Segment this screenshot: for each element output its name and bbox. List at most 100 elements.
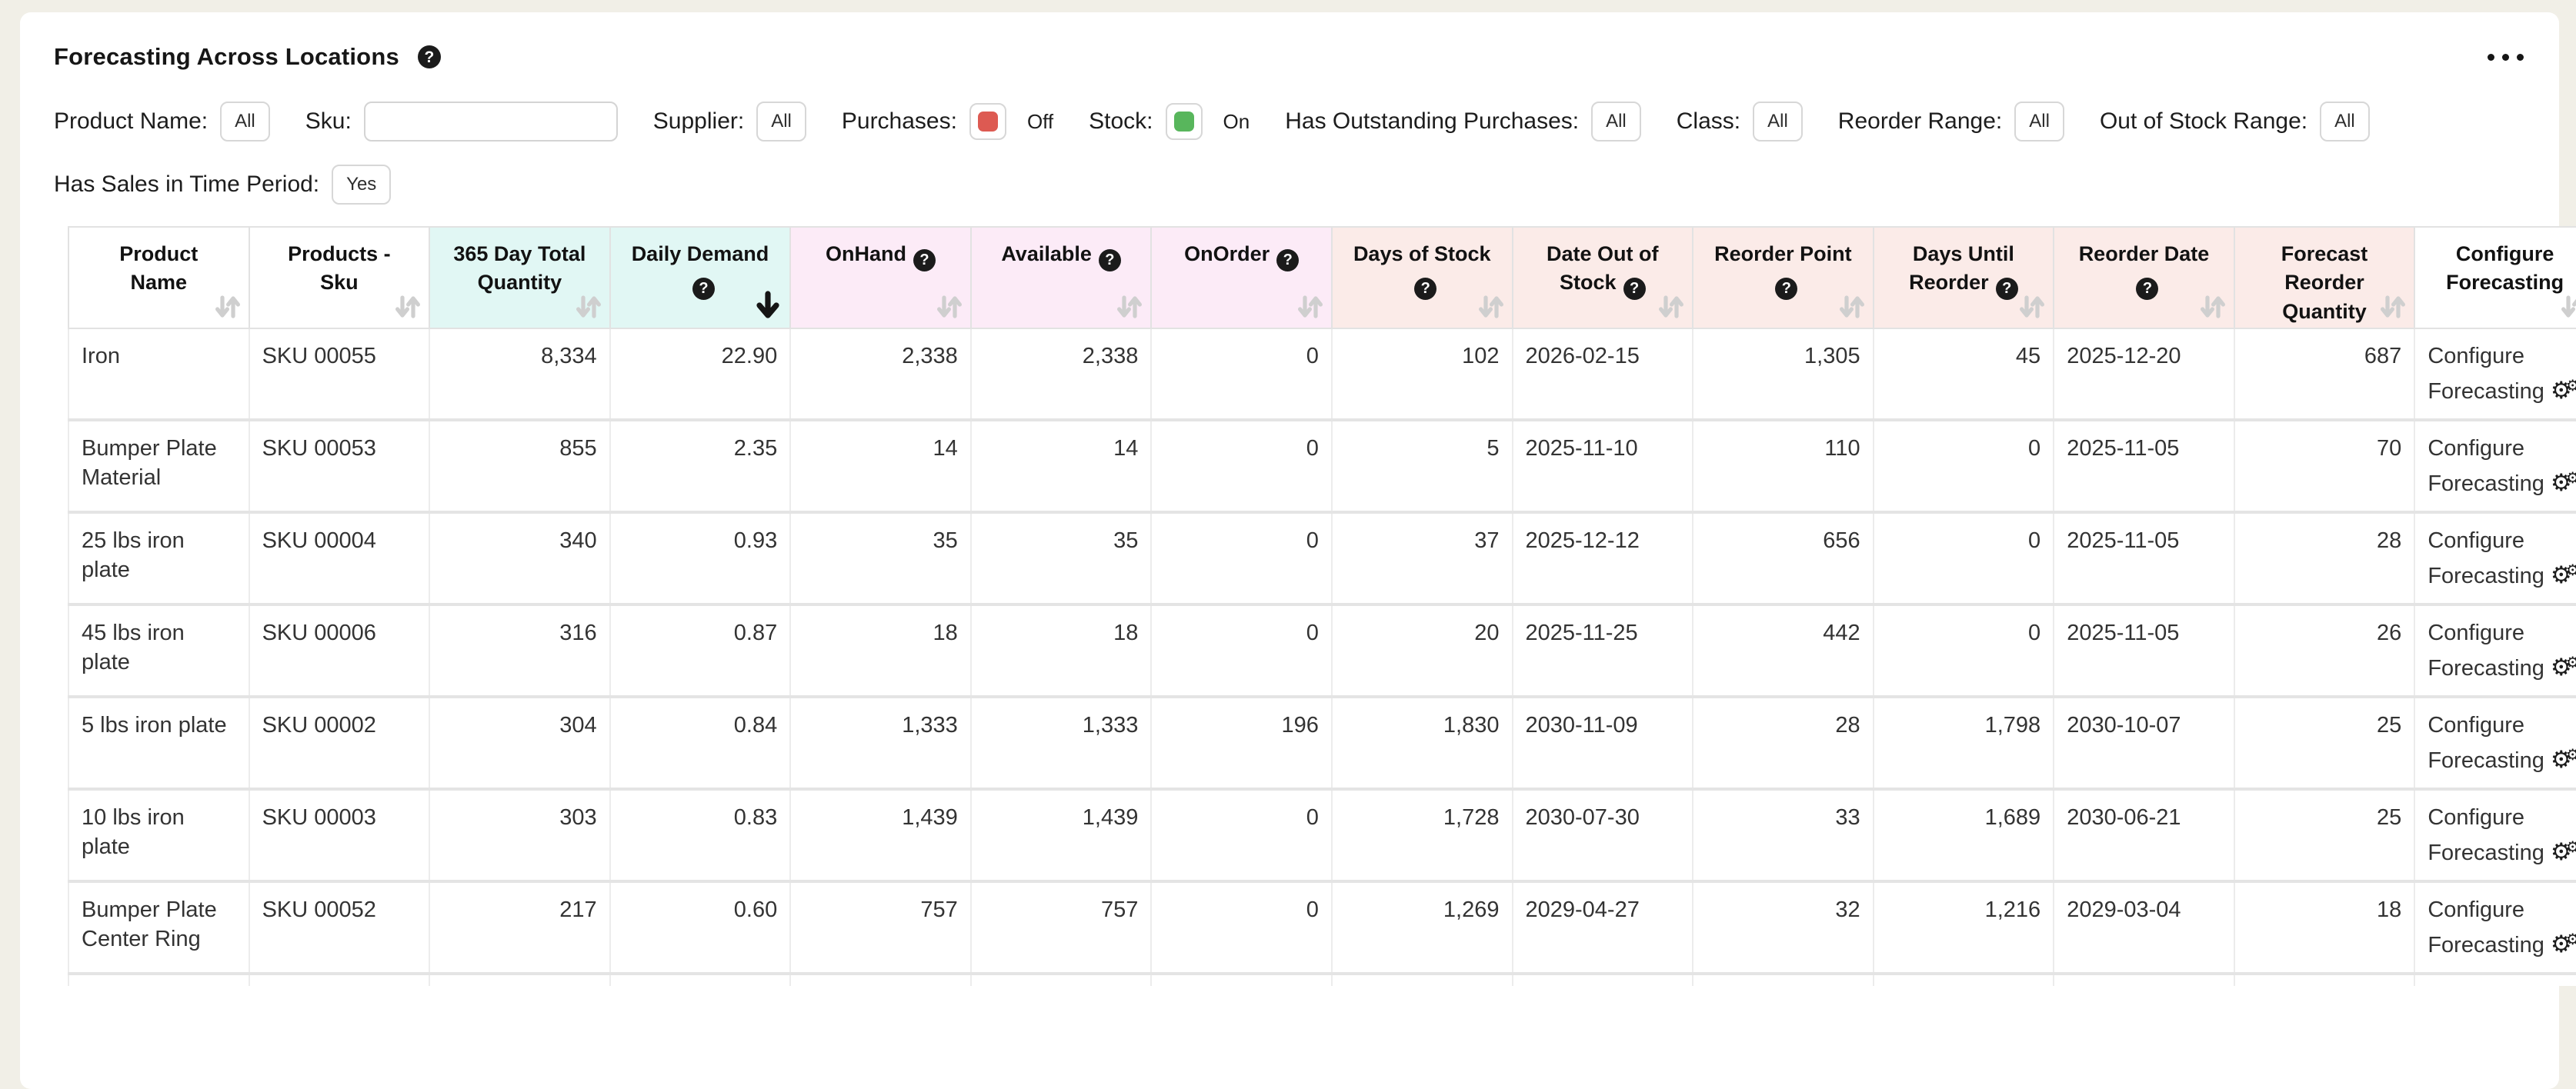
column-header-available[interactable]: Available?	[969, 226, 1153, 329]
configure-forecasting-link[interactable]: Configure Forecasting ⚙⚙	[2428, 805, 2576, 866]
column-header-daily-demand[interactable]: Daily Demand?	[609, 226, 792, 329]
filter-sku-label: Sku:	[305, 108, 352, 134]
sort-icon	[576, 295, 601, 318]
cell-daily-demand: 0.84	[609, 697, 792, 791]
cell-reorder-point: 28	[1693, 697, 1874, 791]
gears-icon: ⚙⚙	[2550, 930, 2576, 958]
card-header: Forecasting Across Locations ?	[54, 43, 2525, 71]
sort-icon	[1478, 295, 1503, 318]
filter-purchases-swatch	[977, 112, 998, 132]
help-icon[interactable]: ?	[1995, 277, 2018, 300]
configure-forecasting-link[interactable]: Configure Forecasting ⚙⚙	[2428, 898, 2576, 958]
cell-forecast-reorder-quantity: 25	[2234, 697, 2416, 791]
cell-empty	[1873, 974, 2055, 986]
column-label: Date Out of Stock	[1547, 242, 1659, 295]
column-header-reorder-date[interactable]: Reorder Date?	[2053, 226, 2235, 329]
table-row: 5 lbs iron plate SKU 00002 304 0.84 1,333 1,3…	[68, 697, 2576, 791]
cell-product-name: Bumper Plate Center Ring	[68, 881, 250, 975]
table-row: 25 lbs iron plate SKU 00004 340 0.93 35 35 0 37…	[68, 512, 2576, 606]
cell-365-day-total-quantity: 316	[429, 604, 611, 698]
forecasting-card: Forecasting Across Locations ? Product N…	[20, 12, 2576, 1089]
sort-icon	[1117, 295, 1143, 318]
filter-sku-input[interactable]	[363, 102, 618, 142]
cell-available: 18	[970, 604, 1153, 698]
title-help-icon[interactable]: ?	[417, 45, 441, 68]
help-icon[interactable]: ?	[1098, 248, 1121, 271]
column-header-date-out-of-stock[interactable]: Date Out of Stock?	[1511, 226, 1694, 329]
cell-days-until-reorder: 0	[1873, 420, 2055, 514]
cell-reorder-date: 2030-10-07	[2054, 697, 2235, 791]
column-header-365-day-total-quantity[interactable]: 365 Day Total Quantity	[429, 226, 611, 329]
cell-empty	[790, 974, 972, 986]
filter-product-name-button[interactable]: All	[220, 102, 270, 142]
filter-class-button[interactable]: All	[1753, 102, 1803, 142]
table-header-row: Product Name Products - Sku 365 Day Total …	[68, 226, 2576, 329]
help-icon[interactable]: ?	[913, 248, 936, 271]
help-icon[interactable]: ?	[1623, 277, 1646, 300]
filter-sku: Sku:	[305, 102, 618, 142]
cell-onorder: 0	[1151, 881, 1333, 975]
help-icon[interactable]: ?	[1276, 248, 1300, 271]
cell-days-until-reorder: 1,689	[1873, 789, 2055, 883]
filter-stock: Stock: On	[1089, 103, 1250, 140]
configure-forecasting-link[interactable]: Configure Forecasting ⚙⚙	[2428, 713, 2576, 774]
column-label: Days Until Reorder	[1909, 242, 2014, 295]
filter-reorder-range-button[interactable]: All	[2014, 102, 2064, 142]
cell-empty	[1151, 974, 1333, 986]
cell-products-sku: SKU 00052	[249, 881, 431, 975]
cell-365-day-total-quantity: 855	[429, 420, 611, 514]
cell-onorder: 0	[1151, 604, 1333, 698]
filter-stock-toggle[interactable]	[1165, 103, 1203, 140]
configure-forecasting-link[interactable]: Configure Forecasting ⚙⚙	[2428, 528, 2576, 589]
column-header-days-until-reorder[interactable]: Days Until Reorder?	[1872, 226, 2055, 329]
column-header-reorder-point[interactable]: Reorder Point?	[1692, 226, 1874, 329]
filter-purchases-toggle[interactable]	[969, 103, 1006, 140]
cell-days-of-stock: 1,728	[1331, 789, 1513, 883]
configure-forecasting-link[interactable]: Configure Forecasting ⚙⚙	[2428, 621, 2576, 681]
column-header-days-of-stock[interactable]: Days of Stock?	[1330, 226, 1513, 329]
cell-days-until-reorder: 0	[1873, 512, 2055, 606]
configure-forecasting-link[interactable]: Configure Forecasting ⚙⚙	[2428, 344, 2576, 405]
filter-out-of-stock-range: Out of Stock Range: All	[2100, 102, 2370, 142]
cell-empty	[1331, 974, 1513, 986]
cell-date-out-of-stock: 2030-11-09	[1512, 697, 1694, 791]
gears-icon: ⚙⚙	[2550, 561, 2576, 589]
cell-daily-demand: 22.90	[609, 328, 792, 421]
cell-reorder-point: 442	[1693, 604, 1874, 698]
help-icon[interactable]: ?	[1414, 277, 1437, 300]
filter-has-outstanding-purchases-button[interactable]: All	[1591, 102, 1641, 142]
column-header-products-sku[interactable]: Products - Sku	[248, 226, 431, 329]
cell-onorder: 0	[1151, 789, 1333, 883]
table-row: Bumper Plate Material SKU 00053 855 2.35 14 1…	[68, 420, 2576, 514]
help-icon[interactable]: ?	[1775, 277, 1798, 300]
column-header-onhand[interactable]: OnHand?	[789, 226, 972, 329]
cell-365-day-total-quantity: 304	[429, 697, 611, 791]
filter-supplier-button[interactable]: All	[756, 102, 806, 142]
column-header-onorder[interactable]: OnOrder?	[1150, 226, 1333, 329]
help-icon[interactable]: ?	[692, 277, 715, 300]
cell-available: 35	[970, 512, 1153, 606]
cell-forecast-reorder-quantity: 28	[2234, 512, 2416, 606]
filter-has-sales-in-time-period-label: Has Sales in Time Period:	[54, 172, 320, 197]
cell-product-name: 10 lbs iron plate	[68, 789, 250, 883]
cell-reorder-point: 1,305	[1693, 328, 1874, 421]
cell-daily-demand: 0.60	[609, 881, 792, 975]
cell-onorder: 0	[1151, 328, 1333, 421]
filter-row-2: Has Sales in Time Period: Yes	[54, 165, 2525, 205]
cell-reorder-point: 110	[1693, 420, 1874, 514]
sort-icon	[2381, 295, 2406, 318]
ellipsis-menu-icon[interactable]	[2486, 46, 2525, 68]
forecasting-table: Product Name Products - Sku 365 Day Total …	[68, 226, 2576, 986]
column-header-product-name[interactable]: Product Name	[68, 226, 250, 329]
filter-has-sales-in-time-period-button[interactable]: Yes	[332, 165, 392, 205]
configure-forecasting-link[interactable]: Configure Forecasting ⚙⚙	[2428, 436, 2576, 497]
sort-icon	[2561, 295, 2576, 318]
help-icon[interactable]: ?	[2136, 277, 2159, 300]
column-header-configure-forecasting[interactable]: Configure Forecasting	[2414, 226, 2576, 329]
filter-row-1: Product Name: All Sku: Supplier: All Purchase…	[54, 102, 2525, 142]
cell-onhand: 18	[790, 604, 972, 698]
column-header-forecast-reorder-quantity[interactable]: Forecast Reorder Quantity	[2233, 226, 2416, 329]
column-label: OnHand	[826, 242, 907, 265]
cell-reorder-date: 2029-03-04	[2054, 881, 2235, 975]
filter-out-of-stock-range-button[interactable]: All	[2320, 102, 2370, 142]
